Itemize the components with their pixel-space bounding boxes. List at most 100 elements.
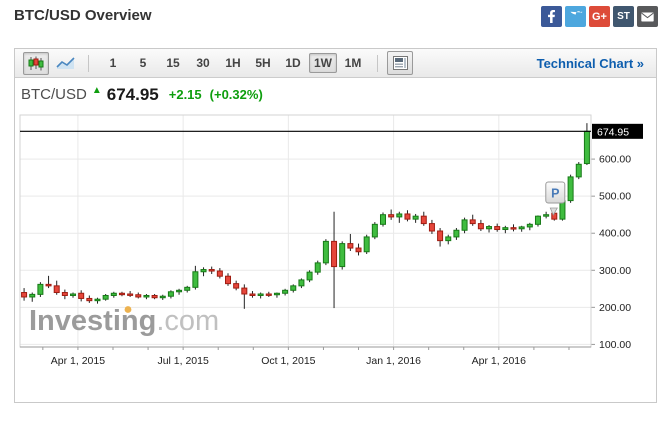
timeframe-button-5[interactable]: 5 xyxy=(139,56,147,70)
candle xyxy=(306,271,313,281)
investing-watermark: Investing.com xyxy=(29,305,219,337)
candle xyxy=(298,279,305,287)
y-tick-label: 600.00 xyxy=(599,154,631,166)
googleplus-label: G+ xyxy=(592,10,607,23)
candle xyxy=(363,236,370,253)
technical-chart-link[interactable]: Technical Chart » xyxy=(536,55,644,71)
candlestick-chart[interactable]: 600.00 500.00 400.00 300.00 200.00 100.00 Apr … xyxy=(15,111,656,402)
candlestick-chart-button[interactable] xyxy=(23,51,49,75)
candle xyxy=(437,230,444,242)
candle xyxy=(167,291,174,297)
quote-symbol: BTC/USD xyxy=(21,86,87,103)
candle xyxy=(257,293,264,296)
candle xyxy=(461,219,468,231)
candle xyxy=(502,227,509,231)
candle xyxy=(290,285,297,291)
page-title: BTC/USD Overview xyxy=(14,7,152,24)
candle xyxy=(355,247,362,253)
twitter-icon[interactable] xyxy=(565,6,586,27)
candle xyxy=(159,295,166,299)
chart-area[interactable]: 600.00 500.00 400.00 300.00 200.00 100.00 Apr … xyxy=(15,111,656,402)
axis-labels: 600.00 500.00 400.00 300.00 200.00 100.00 Apr … xyxy=(51,154,632,367)
timeframe-button-1[interactable]: 1 xyxy=(109,56,117,70)
last-price-badge xyxy=(592,123,643,139)
timeframe-button-15[interactable]: 15 xyxy=(166,56,180,70)
candle xyxy=(534,215,541,225)
timeframe-button-1w[interactable]: 1W xyxy=(309,53,337,73)
candle xyxy=(510,227,517,230)
candle xyxy=(37,283,44,295)
candle xyxy=(347,243,354,249)
candle xyxy=(494,226,501,231)
candle xyxy=(143,294,150,298)
candle xyxy=(583,130,590,165)
line-chart-icon xyxy=(56,57,75,69)
event-marker-p-label: P xyxy=(551,187,559,201)
watermark-orange-dot xyxy=(124,306,132,313)
chart-widget: 1 5 15 30 1H 5H 1D 1W 1M Technical Chart » BTC/U… xyxy=(14,48,657,403)
email-icon[interactable] xyxy=(637,6,658,27)
timeframe-button-5h[interactable]: 5H xyxy=(255,56,271,70)
facebook-icon[interactable] xyxy=(541,6,562,27)
candle xyxy=(273,292,280,296)
timeframe-button-1m[interactable]: 1M xyxy=(344,56,362,70)
line-chart-button[interactable] xyxy=(53,52,79,75)
candle xyxy=(110,292,117,296)
candles-layer xyxy=(21,123,590,309)
candle xyxy=(314,262,321,273)
event-marker-p[interactable]: P xyxy=(545,181,566,216)
candle xyxy=(265,293,272,296)
gridlines xyxy=(20,115,595,350)
timeframe-button-30[interactable]: 30 xyxy=(196,56,210,70)
candle xyxy=(78,292,85,299)
toolbar-separator xyxy=(377,54,378,72)
candlestick-icon xyxy=(28,56,44,70)
candle xyxy=(94,298,101,302)
quote-row: BTC/USD ▲ 674.95 +2.15 (+0.32%) xyxy=(15,78,656,111)
y-tick-label: 100.00 xyxy=(599,339,631,351)
candle xyxy=(371,223,378,238)
candle xyxy=(428,223,435,232)
candle xyxy=(486,226,493,230)
candle xyxy=(477,223,484,230)
stocktwits-label: ST xyxy=(617,11,630,22)
quote-last-price: 674.95 xyxy=(106,84,159,104)
candle xyxy=(192,271,199,288)
candle xyxy=(102,294,109,300)
candle xyxy=(61,292,68,296)
x-tick-label: Oct 1, 2015 xyxy=(261,355,315,367)
candle xyxy=(543,214,550,217)
candle xyxy=(388,214,395,218)
candle xyxy=(575,163,582,178)
candle xyxy=(45,283,52,287)
news-panel-button[interactable] xyxy=(387,51,413,75)
candle xyxy=(86,297,93,302)
candle xyxy=(70,293,77,296)
stocktwits-icon[interactable]: ST xyxy=(613,6,634,27)
candle xyxy=(396,213,403,218)
x-tick-label: Apr 1, 2016 xyxy=(472,355,526,367)
candle xyxy=(200,269,207,273)
quote-change: +2.15 xyxy=(168,87,202,102)
candle xyxy=(53,285,60,294)
candle xyxy=(135,294,142,298)
quote-change-percent: (+0.32%) xyxy=(209,87,263,102)
candle xyxy=(29,293,36,298)
y-tick-label: 500.00 xyxy=(599,191,631,203)
y-tick-label: 400.00 xyxy=(599,228,631,240)
candle xyxy=(176,289,183,293)
y-tick-label: 300.00 xyxy=(599,265,631,277)
toolbar-separator xyxy=(88,54,89,72)
candle xyxy=(420,215,427,225)
timeframe-button-1h[interactable]: 1H xyxy=(225,56,241,70)
candle xyxy=(216,270,223,277)
candle xyxy=(339,243,346,268)
candle xyxy=(241,287,248,295)
candle xyxy=(184,286,191,291)
candle xyxy=(118,292,125,296)
googleplus-icon[interactable]: G+ xyxy=(589,6,610,27)
x-tick-label: Apr 1, 2015 xyxy=(51,355,105,367)
timeframe-button-1d[interactable]: 1D xyxy=(285,56,301,70)
candle xyxy=(412,215,419,220)
